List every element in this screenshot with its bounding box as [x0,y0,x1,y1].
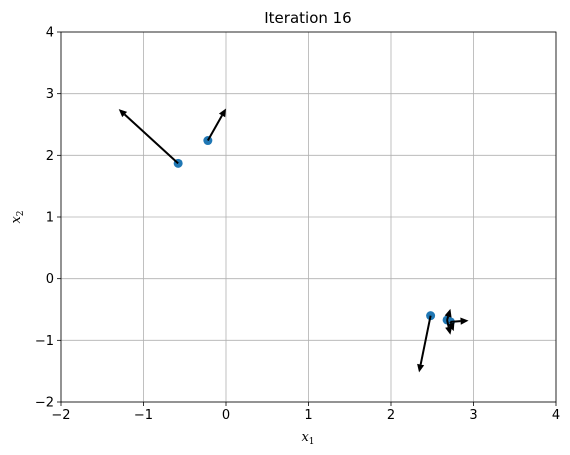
axes: −2 −1 0 1 2 3 4 −2 −1 0 1 2 3 4 [35,26,560,424]
gradient-arrow [445,319,453,335]
chart-title: Iteration 16 [264,9,351,27]
y-axis-label: x2 [9,210,26,223]
x-axis-label: x1 [301,430,314,447]
gradient-arrow [450,317,469,325]
x-tick-label: 1 [304,408,312,423]
y-tick-label: 1 [46,211,54,226]
y-tick-label: 0 [46,272,54,287]
y-tick-label: −2 [35,396,54,411]
y-tick-label: 3 [46,87,54,102]
gradient-arrow [444,308,452,321]
data-marks [118,108,469,373]
x-tick-label: −1 [134,408,153,423]
y-tick-label: −1 [35,334,54,349]
gradient-arrow [206,108,226,142]
gradient-arrow [118,109,179,165]
gradient-arrow [417,315,432,373]
gradient-arrow [447,321,455,332]
y-tick-label: 4 [46,26,54,41]
x-tick-label: 3 [469,408,477,423]
x-tick-label: 2 [387,408,395,423]
x-tick-label: −2 [51,408,70,423]
x-tick-label: 4 [552,408,560,423]
x-tick-label: 0 [222,408,230,423]
y-tick-label: 2 [46,149,54,164]
